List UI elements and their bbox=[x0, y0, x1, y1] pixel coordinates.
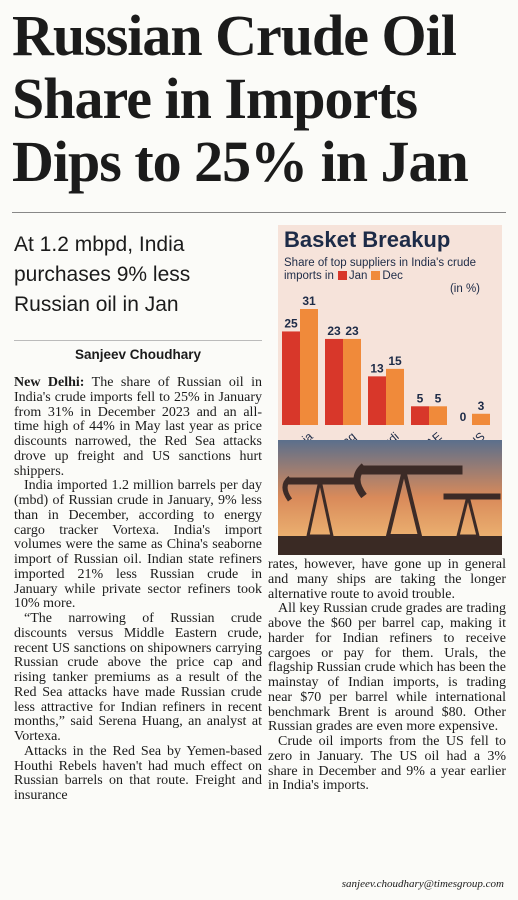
chart-subtitle: Share of top suppliers in India's crude … bbox=[284, 257, 484, 283]
subtitle-text: Share of top suppliers in India's crude … bbox=[284, 257, 477, 282]
value-label: 13 bbox=[370, 361, 384, 375]
paragraph-text: Attacks in the Red Sea by Yemen-based Ho… bbox=[14, 743, 262, 803]
value-label: 31 bbox=[302, 294, 316, 308]
paragraph-text: India imported 1.2 million barrels per d… bbox=[14, 478, 262, 612]
headline-line: Share in Imports bbox=[12, 66, 418, 131]
paragraph: “The narrowing of Russian crude discount… bbox=[14, 611, 262, 745]
value-label: 5 bbox=[417, 391, 424, 405]
dateline: New Delhi: bbox=[14, 376, 85, 390]
value-label: 0 bbox=[460, 410, 467, 424]
bar bbox=[429, 406, 447, 425]
bar bbox=[343, 338, 361, 425]
legend-swatch bbox=[371, 271, 381, 280]
chart: Basket Breakup Share of top suppliers in… bbox=[278, 225, 502, 447]
email: sanjeev.choudhary@timesgroup.com bbox=[341, 878, 504, 890]
paragraph: rates, however, have gone up in general … bbox=[268, 558, 506, 602]
value-label: 25 bbox=[284, 316, 298, 330]
legend-label: Jan bbox=[348, 270, 368, 282]
value-label: 23 bbox=[327, 324, 341, 338]
headline-line: Dips to 25% in Jan bbox=[12, 129, 469, 194]
bar bbox=[411, 406, 429, 425]
body-column: New Delhi: The share of Russian oil in I… bbox=[14, 376, 262, 890]
paragraph: Attacks in the Red Sea by Yemen-based Ho… bbox=[14, 743, 262, 804]
paragraph-text: “The narrowing of Russian crude discount… bbox=[14, 611, 262, 744]
bar bbox=[368, 376, 386, 425]
value-label: 23 bbox=[345, 324, 359, 338]
headline-line: Russian Crude Oil bbox=[12, 3, 457, 68]
bar bbox=[300, 309, 318, 425]
body-column: rates, however, have gone up in general … bbox=[268, 558, 506, 868]
legend-swatch bbox=[337, 271, 347, 280]
bar bbox=[386, 368, 404, 425]
bar bbox=[325, 338, 343, 425]
value-label: 15 bbox=[388, 354, 402, 368]
legend: Jan Dec bbox=[334, 270, 403, 282]
paragraph-text: rates, however, have gone up in general … bbox=[268, 558, 506, 602]
paragraph: Crude oil imports from the US fell to ze… bbox=[268, 734, 506, 794]
paragraph: All key Russian crude grades are trading… bbox=[268, 601, 506, 735]
byline: Sanjeev Choudhary bbox=[14, 340, 262, 362]
subhead: At 1.2 mbpd, India purchases 9% less Rus… bbox=[14, 233, 191, 316]
headline: Russian Crude Oil Share in Imports Dips to… bbox=[12, 4, 512, 193]
paragraph-text: All key Russian crude grades are trading… bbox=[268, 601, 506, 735]
bar bbox=[282, 331, 300, 425]
value-label: 3 bbox=[478, 399, 485, 413]
bar bbox=[472, 413, 490, 425]
unit-label: (in %) bbox=[449, 283, 480, 295]
legend-label: Dec bbox=[382, 270, 403, 282]
value-label: 5 bbox=[435, 391, 442, 405]
paragraph-text: Crude oil imports from the US fell to ze… bbox=[268, 734, 506, 794]
paragraph: India imported 1.2 million barrels per d… bbox=[14, 478, 262, 612]
rule bbox=[12, 212, 506, 213]
paragraph-text: The share of Russian oil in India's crud… bbox=[14, 376, 262, 479]
paragraph: New Delhi: The share of Russian oil in I… bbox=[14, 376, 262, 479]
chart-title: Basket Breakup bbox=[284, 227, 451, 252]
photo bbox=[278, 440, 502, 555]
